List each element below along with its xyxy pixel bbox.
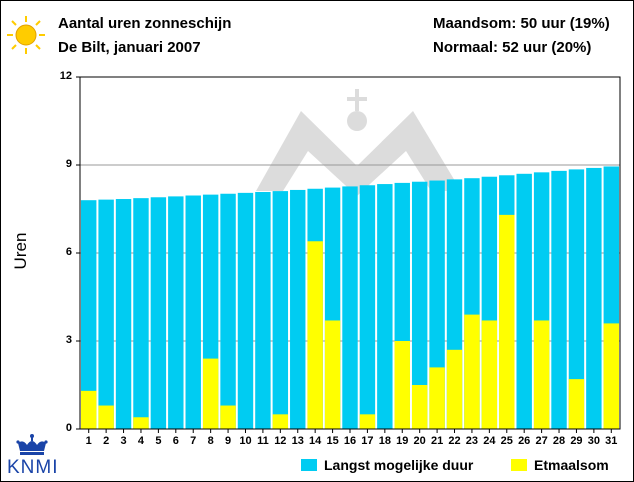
normal-label: Normaal: 52 uur (20%) bbox=[433, 39, 592, 56]
bar-daily-sum-day-12 bbox=[272, 414, 289, 429]
x-tick-label-27: 27 bbox=[535, 435, 548, 447]
x-tick-label-21: 21 bbox=[430, 435, 444, 447]
x-tick-label-9: 9 bbox=[225, 435, 232, 447]
y-tick-label-9: 9 bbox=[65, 158, 72, 170]
bar-max-duration-day-21 bbox=[429, 180, 445, 429]
bar-max-duration-day-2 bbox=[98, 199, 114, 429]
bar-daily-sum-day-17 bbox=[359, 414, 376, 429]
bar-max-duration-day-1 bbox=[81, 200, 97, 429]
legend-label-max-duration: Langst mogelijke duur bbox=[324, 457, 474, 473]
x-tick-label-24: 24 bbox=[483, 435, 496, 447]
x-tick-label-14: 14 bbox=[309, 435, 322, 447]
x-tick-label-16: 16 bbox=[343, 435, 357, 447]
sun-icon bbox=[7, 16, 45, 54]
x-tick-label-23: 23 bbox=[465, 435, 479, 447]
bar-max-duration-day-29 bbox=[568, 169, 585, 429]
x-tick-label-18: 18 bbox=[378, 435, 391, 447]
x-tick-label-6: 6 bbox=[172, 435, 179, 447]
bar-max-duration-day-16 bbox=[342, 186, 358, 429]
bar-max-duration-day-12 bbox=[272, 191, 289, 429]
bar-daily-sum-day-23 bbox=[464, 314, 480, 429]
bar-daily-sum-day-25 bbox=[499, 214, 515, 429]
bar-daily-sum-day-24 bbox=[481, 320, 498, 429]
bar-max-duration-day-28 bbox=[551, 170, 567, 429]
x-tick-label-4: 4 bbox=[137, 435, 145, 447]
bar-max-duration-day-11 bbox=[255, 191, 271, 429]
bar-daily-sum-day-27 bbox=[533, 320, 550, 429]
y-tick-label-12: 12 bbox=[59, 70, 72, 82]
bar-daily-sum-day-20 bbox=[411, 385, 428, 429]
legend-label-daily-sum: Etmaalsom bbox=[534, 457, 609, 473]
x-tick-label-22: 22 bbox=[448, 435, 461, 447]
x-tick-label-7: 7 bbox=[190, 435, 197, 447]
x-tick-label-10: 10 bbox=[239, 435, 252, 447]
bar-daily-sum-day-9 bbox=[220, 405, 236, 429]
x-tick-label-1: 1 bbox=[85, 435, 92, 447]
x-tick-label-8: 8 bbox=[207, 435, 214, 447]
y-tick-label-0: 0 bbox=[65, 422, 72, 434]
bar-daily-sum-day-1 bbox=[81, 390, 97, 429]
x-tick-label-29: 29 bbox=[570, 435, 583, 447]
bar-max-duration-day-30 bbox=[586, 167, 602, 429]
x-tick-label-31: 31 bbox=[605, 435, 618, 447]
chart-title: Aantal uren zonneschijn bbox=[58, 15, 232, 32]
watermark-emblem bbox=[256, 89, 461, 196]
x-tick-label-11: 11 bbox=[257, 435, 269, 447]
x-tick-label-20: 20 bbox=[413, 435, 426, 447]
x-tick-label-19: 19 bbox=[396, 435, 409, 447]
legend-swatch-max-duration bbox=[301, 459, 317, 471]
x-tick-label-3: 3 bbox=[120, 435, 127, 447]
chart-subtitle: De Bilt, januari 2007 bbox=[58, 39, 201, 56]
bar-daily-sum-day-19 bbox=[394, 341, 410, 429]
bar-daily-sum-day-21 bbox=[429, 367, 445, 429]
bar-max-duration-day-5 bbox=[150, 197, 167, 429]
x-tick-label-26: 26 bbox=[518, 435, 531, 447]
bar-max-duration-day-20 bbox=[411, 181, 428, 429]
crown-icon bbox=[16, 434, 48, 455]
bar-daily-sum-day-4 bbox=[133, 417, 149, 429]
bar-max-duration-day-17 bbox=[359, 185, 376, 429]
y-tick-label-6: 6 bbox=[65, 246, 72, 258]
bar-max-duration-day-3 bbox=[115, 199, 132, 429]
bar-daily-sum-day-31 bbox=[603, 323, 619, 429]
x-tick-label-5: 5 bbox=[155, 435, 162, 447]
x-tick-label-2: 2 bbox=[103, 435, 110, 447]
x-tick-label-12: 12 bbox=[274, 435, 287, 447]
legend-swatch-daily-sum bbox=[511, 459, 527, 471]
bar-max-duration-day-10 bbox=[237, 192, 254, 429]
bar-daily-sum-day-22 bbox=[446, 349, 463, 429]
bar-max-duration-day-13 bbox=[290, 189, 306, 429]
bar-max-duration-day-6 bbox=[168, 196, 184, 429]
monthly-total-label: Maandsom: 50 uur (19%) bbox=[433, 15, 610, 32]
y-tick-label-3: 3 bbox=[65, 334, 72, 346]
bar-daily-sum-day-15 bbox=[324, 320, 341, 429]
bar-max-duration-day-4 bbox=[133, 198, 149, 429]
x-tick-label-30: 30 bbox=[587, 435, 600, 447]
bar-daily-sum-day-29 bbox=[568, 379, 585, 429]
knmi-logo-text: KNMI bbox=[7, 457, 59, 478]
x-tick-label-17: 17 bbox=[361, 435, 374, 447]
bar-max-duration-day-18 bbox=[377, 184, 393, 429]
x-tick-label-15: 15 bbox=[326, 435, 339, 447]
bar-daily-sum-day-8 bbox=[202, 358, 219, 429]
x-tick-label-13: 13 bbox=[291, 435, 304, 447]
bar-max-duration-day-26 bbox=[516, 173, 532, 429]
bar-daily-sum-day-2 bbox=[98, 405, 114, 429]
bar-max-duration-day-9 bbox=[220, 193, 236, 429]
x-tick-label-25: 25 bbox=[500, 435, 513, 447]
x-tick-label-28: 28 bbox=[552, 435, 566, 447]
bar-max-duration-day-7 bbox=[185, 195, 201, 429]
bar-daily-sum-day-14 bbox=[307, 241, 323, 429]
